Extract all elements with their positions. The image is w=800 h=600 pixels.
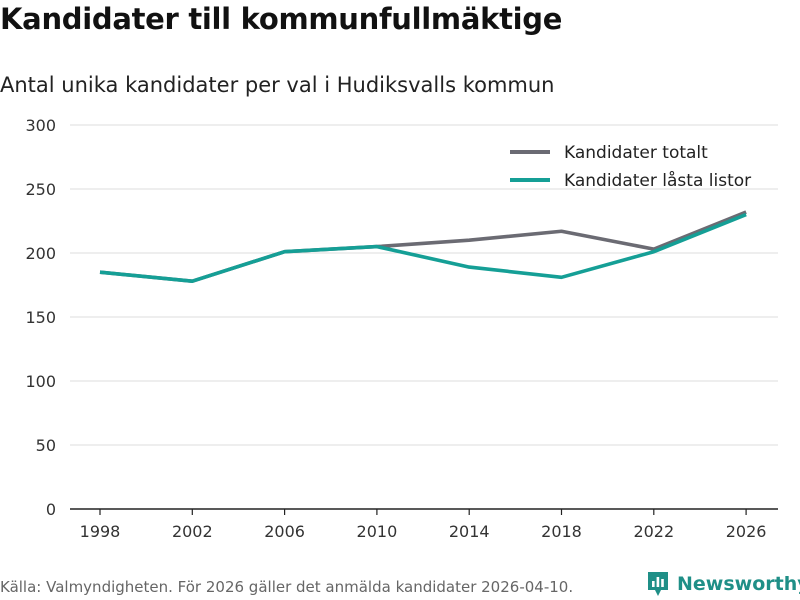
chart-title: Kandidater till kommunfullmäktige — [0, 2, 563, 36]
legend-label: Kandidater totalt — [564, 143, 708, 163]
x-tick-label: 2006 — [264, 522, 305, 541]
source-note: Källa: Valmyndigheten. För 2026 gäller d… — [0, 578, 574, 596]
y-tick-label: 0 — [46, 500, 56, 519]
y-tick-label: 50 — [36, 436, 56, 455]
brand-name: Newsworthy — [677, 573, 800, 595]
x-tick-label: 2010 — [357, 522, 398, 541]
x-tick-label: 2018 — [541, 522, 582, 541]
newsworthy-logo-icon — [648, 572, 668, 596]
x-tick-label: 2026 — [726, 522, 767, 541]
y-axis-ticks: 0 50 100 150 200 250 300 — [25, 116, 56, 519]
gridlines — [70, 124, 778, 446]
x-tick-label: 2014 — [449, 522, 490, 541]
y-tick-label: 250 — [25, 180, 56, 199]
x-tick-label: 2002 — [172, 522, 213, 541]
y-tick-label: 300 — [25, 116, 56, 135]
legend: Kandidater totalt Kandidater låsta listor — [510, 143, 751, 191]
y-tick-label: 100 — [25, 372, 56, 391]
series-line-kandidater-lasta-listor — [99, 212, 747, 283]
y-tick-label: 150 — [25, 308, 56, 327]
y-tick-label: 200 — [25, 244, 56, 263]
x-tick-label: 1998 — [80, 522, 121, 541]
series-lines — [99, 210, 747, 283]
legend-label: Kandidater låsta listor — [564, 170, 751, 191]
x-axis: 1998 2002 2006 2010 2014 2018 2022 2026 — [70, 508, 778, 541]
x-tick-label: 2022 — [633, 522, 674, 541]
brand-logo[interactable]: Newsworthy — [646, 570, 800, 598]
chart-subtitle: Antal unika kandidater per val i Hudiksv… — [0, 73, 555, 97]
series-line-kandidater-totalt — [99, 210, 747, 283]
